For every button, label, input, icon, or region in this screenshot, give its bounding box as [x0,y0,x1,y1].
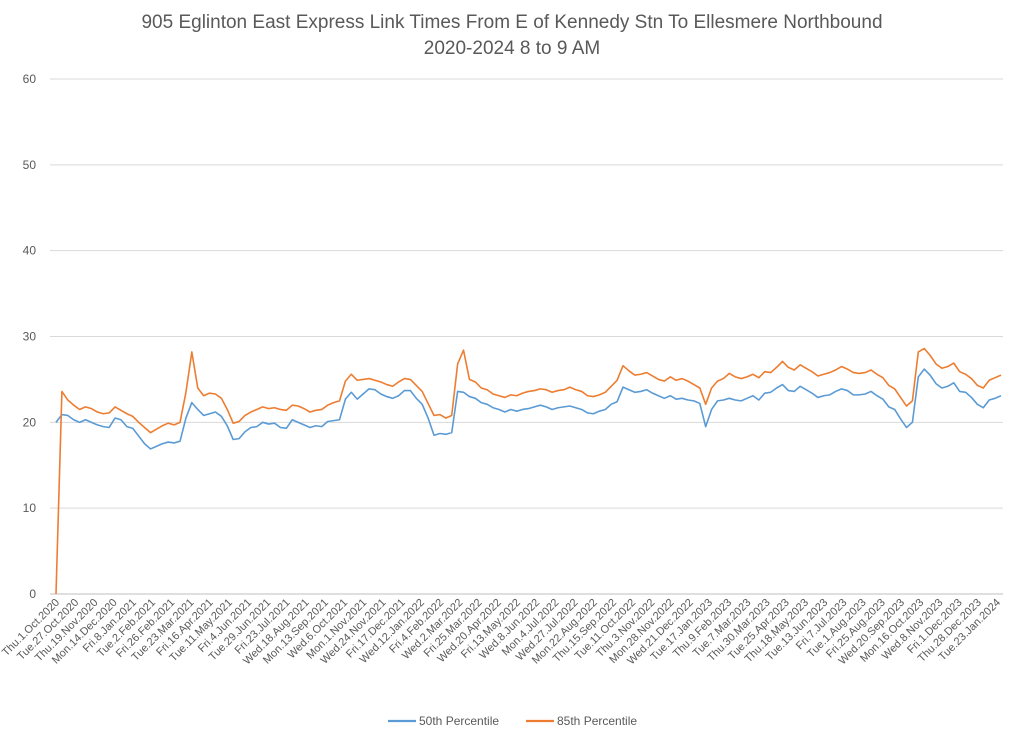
legend-label-85th: 85th Percentile [557,714,637,728]
gridlines [50,78,1003,595]
y-tick-label: 50 [23,158,37,172]
chart-subtitle: 2020-2024 8 to 9 AM [424,38,600,59]
legend-label-50th: 50th Percentile [419,714,499,728]
y-tick-label: 0 [29,587,36,601]
y-tick-label: 20 [23,415,37,429]
y-axis-ticks: 0 10 20 30 40 50 60 [23,72,37,601]
series-line-50th-percentile [55,368,1002,450]
y-tick-label: 40 [23,244,37,258]
y-tick-label: 60 [23,72,37,86]
series-line-85th-percentile [55,347,1002,595]
legend: 50th Percentile 85th Percentile [388,714,637,728]
y-tick-label: 10 [23,501,37,515]
x-axis-ticks: Thu.1.Oct.2020Tue.27.Oct.2020Thu.19.Nov.… [0,597,1003,668]
chart-title: 905 Eglinton East Express Link Times Fro… [141,12,882,33]
series-lines [55,347,1002,595]
y-tick-label: 30 [23,330,37,344]
